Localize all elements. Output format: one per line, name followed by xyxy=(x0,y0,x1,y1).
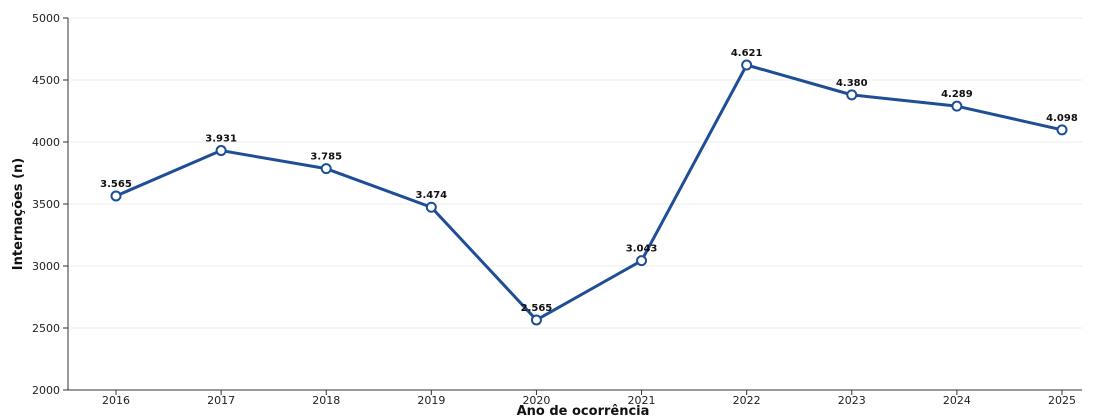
x-tick-label: 2022 xyxy=(733,394,761,407)
y-tick-label: 3000 xyxy=(32,260,60,273)
x-tick-label: 2017 xyxy=(207,394,235,407)
y-tick-label: 4500 xyxy=(32,74,60,87)
data-point xyxy=(1056,124,1068,136)
data-label: 4.289 xyxy=(941,89,973,100)
x-tick-label: 2020 xyxy=(522,394,550,407)
y-tick-label: 5000 xyxy=(32,12,60,25)
grid-lines xyxy=(68,17,1082,329)
x-tick-label: 2021 xyxy=(628,394,656,407)
data-point xyxy=(530,314,542,326)
series-group xyxy=(110,59,1068,326)
x-tick-label: 2016 xyxy=(102,394,130,407)
x-axis-title: Ano de ocorrência xyxy=(517,404,650,419)
series-line xyxy=(114,63,1064,322)
data-label: 3.785 xyxy=(310,152,342,163)
y-tick-label: 2000 xyxy=(32,384,60,397)
data-point xyxy=(846,89,858,101)
data-point xyxy=(951,100,963,112)
data-label: 2.565 xyxy=(521,303,553,314)
x-tick-label: 2019 xyxy=(417,394,445,407)
x-axis-ticks: 2016 2017 2018 2019 2020 2021 2022 2023 2024 2025 xyxy=(102,390,1076,407)
data-labels: 3.565 3.931 3.785 3.474 2.565 3.043 4.621 4.380… xyxy=(100,48,1078,314)
data-point xyxy=(425,201,437,213)
y-tick-label: 4000 xyxy=(32,136,60,149)
data-label: 4.098 xyxy=(1046,113,1078,124)
data-label: 3.931 xyxy=(205,134,237,145)
data-point xyxy=(636,255,648,267)
y-tick-label: 2500 xyxy=(32,322,60,335)
data-label: 4.621 xyxy=(731,48,763,59)
data-label: 3.474 xyxy=(416,190,448,201)
x-tick-label: 2023 xyxy=(838,394,866,407)
data-label: 3.043 xyxy=(626,244,658,255)
data-label: 3.565 xyxy=(100,179,132,190)
x-tick-label: 2024 xyxy=(943,394,971,407)
data-point xyxy=(110,190,122,202)
x-tick-label: 2018 xyxy=(312,394,340,407)
y-axis-ticks: 2000 2500 3000 3500 4000 4500 5000 xyxy=(32,12,68,397)
y-axis-title: Internações (n) xyxy=(11,158,26,270)
x-tick-label: 2025 xyxy=(1048,394,1076,407)
data-label: 4.380 xyxy=(836,78,868,89)
data-point xyxy=(215,145,227,157)
data-point xyxy=(320,163,332,175)
data-point xyxy=(741,59,753,71)
y-tick-label: 3500 xyxy=(32,198,60,211)
